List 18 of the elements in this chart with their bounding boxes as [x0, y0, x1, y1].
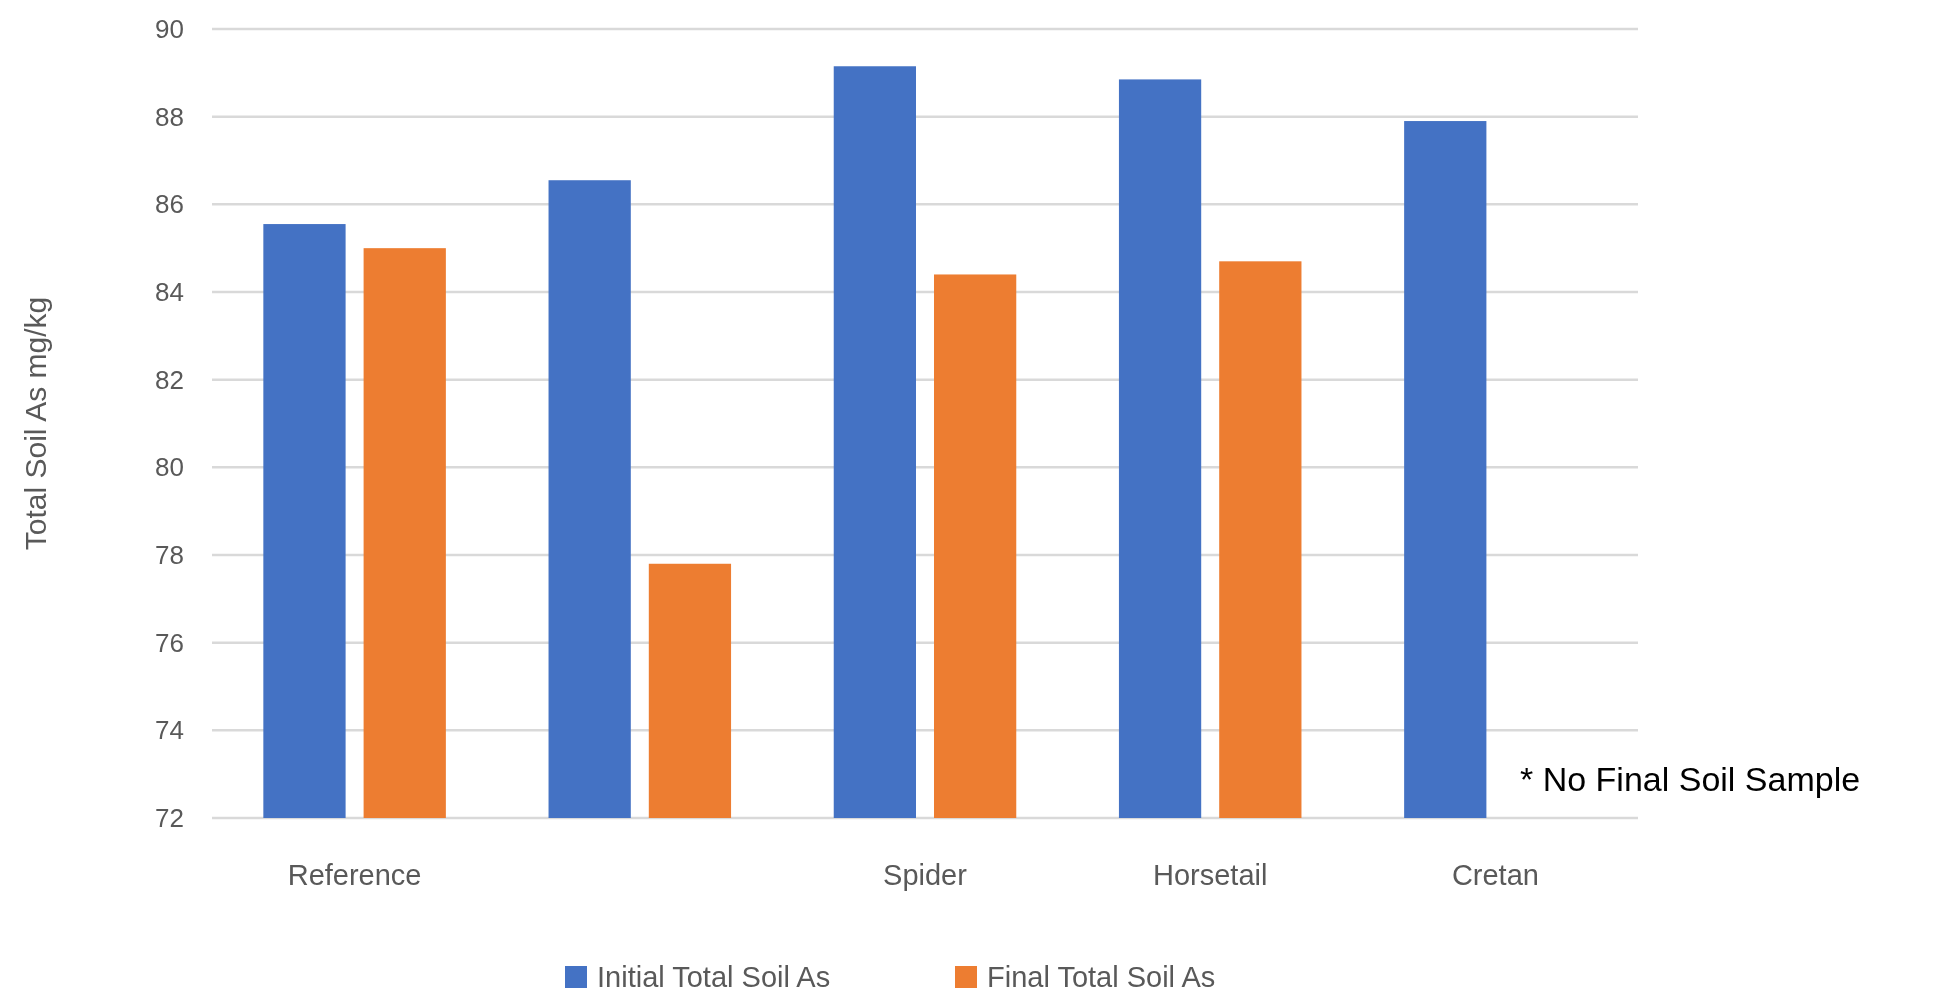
y-tick-label: 88	[155, 101, 184, 132]
y-tick-label: 76	[155, 627, 184, 658]
legend-label: Final Total Soil As	[987, 961, 1216, 990]
x-tick-label: Spider	[883, 859, 968, 891]
y-tick-label: 84	[155, 277, 184, 308]
y-tick-label: 72	[155, 803, 184, 834]
x-tick-label: Cretan	[1451, 859, 1539, 891]
y-tick-label: 74	[155, 715, 184, 746]
x-tick-label: Reference	[287, 859, 422, 891]
annotation: * No Final Soil Sample	[1520, 760, 1861, 798]
y-tick-label: 86	[155, 189, 184, 220]
legend-label: Initial Total Soil As	[597, 961, 831, 990]
y-tick-label: 78	[155, 540, 184, 571]
y-tick-label: 80	[155, 452, 184, 483]
y-tick-label: 90	[155, 14, 184, 45]
y-tick-label: 82	[155, 364, 184, 395]
x-tick-label: Horsetail	[1152, 859, 1268, 891]
y-axis-title: Total Soil As mg/kg	[19, 296, 52, 551]
